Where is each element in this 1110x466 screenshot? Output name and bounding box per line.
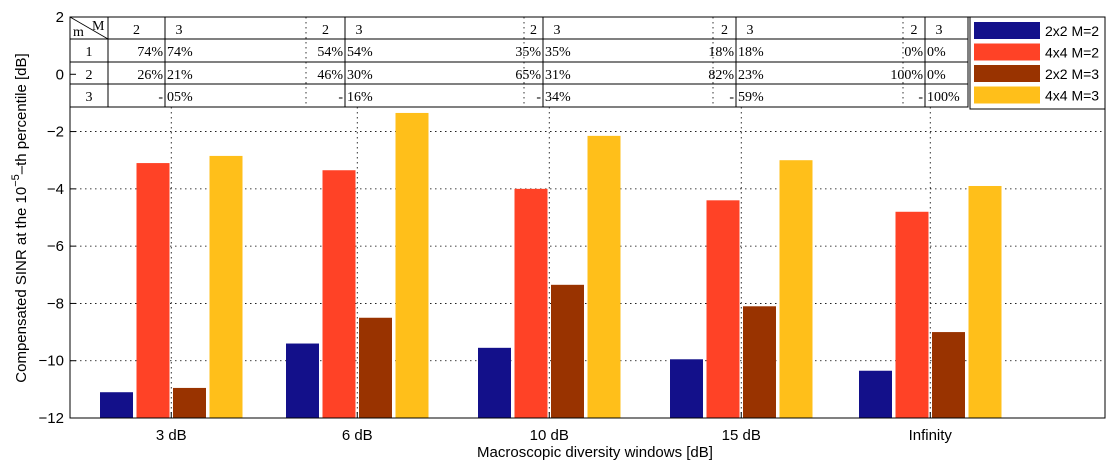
table-header-cell: 2 (721, 23, 728, 38)
legend-swatch (974, 22, 1040, 39)
bar (859, 370, 892, 418)
bar (478, 347, 511, 418)
y-tick-label: −6 (47, 238, 64, 255)
bar (743, 306, 776, 418)
table-cell: - (729, 90, 734, 105)
plot-frame (69, 16, 1106, 419)
table-cell: - (338, 90, 343, 105)
bar (136, 163, 170, 418)
table-cell: 59% (738, 90, 764, 105)
bar (395, 112, 429, 418)
bar (514, 188, 548, 418)
x-tick-label: 15 dB (722, 427, 761, 444)
table-header-cell: 2 (133, 23, 140, 38)
axes: −12 −10 −8 −6 −4 −2 0 2 3 dB 6 dB 10 dB 15 dB Infini… (39, 9, 1106, 444)
legend-label: 2x2 M=2 (1045, 23, 1099, 39)
bar (359, 317, 392, 418)
x-axis-label: Macroscopic diversity windows [dB] (477, 444, 713, 461)
table-cell: 0% (927, 45, 946, 60)
y-axis-label-suffix: –th percentile [dB] (13, 53, 30, 174)
table-cell: 34% (545, 90, 571, 105)
table-cell: 54% (347, 45, 373, 60)
legend-label: 4x4 M=2 (1045, 45, 1099, 61)
legend-label: 2x2 M=3 (1045, 66, 1099, 82)
table-cell: 100% (927, 90, 960, 105)
bar (173, 387, 206, 418)
y-tick-label: 2 (56, 9, 64, 26)
table-cell: 46% (317, 68, 343, 83)
table-cell: - (158, 90, 163, 105)
table-header-cell: 2 (530, 23, 537, 38)
table-row-label: 3 (86, 90, 93, 105)
table-corner-M: M (92, 19, 105, 34)
table-cell: 18% (738, 45, 764, 60)
legend-swatch (974, 65, 1040, 82)
table-row-label: 1 (86, 45, 93, 60)
table-cell: - (536, 90, 541, 105)
x-tick-label: 10 dB (530, 427, 569, 444)
legend: 2x2 M=2 4x4 M=2 2x2 M=3 4x4 M=3 (969, 16, 1106, 110)
y-tick-label: −2 (47, 124, 64, 141)
bar (706, 200, 740, 418)
table-cell: 23% (738, 68, 764, 83)
share-table: m M 2 3 2 3 2 3 2 3 2 3 1 74% 74% 54% 54% 35% 35% 18% 18% 0% 0… (69, 16, 969, 108)
legend-swatch (974, 86, 1040, 104)
table-cell: 54% (317, 45, 343, 60)
bar (670, 359, 703, 418)
table-cell: 35% (515, 45, 541, 60)
y-tick-label: −10 (39, 353, 64, 370)
table-cell: 21% (167, 68, 193, 83)
table-header-cell: 3 (747, 23, 754, 38)
table-cell: 30% (347, 68, 373, 83)
table-cell: 74% (137, 45, 163, 60)
table-header-cell: 2 (322, 23, 329, 38)
y-tick-label: −12 (39, 410, 64, 427)
bar (209, 155, 243, 419)
y-tick-label: 0 (56, 66, 64, 83)
table-cell: 0% (927, 68, 946, 83)
table-cell: - (918, 90, 923, 105)
table-cell: 05% (167, 90, 193, 105)
bar (587, 135, 621, 418)
legend-swatch (974, 43, 1040, 61)
table-cell: 82% (708, 68, 734, 83)
bar (100, 392, 133, 418)
table-cell: 18% (708, 45, 734, 60)
table-cell: 100% (890, 68, 923, 83)
grid-lines (70, 17, 1105, 418)
bar (286, 343, 319, 418)
table-header-cell: 2 (911, 23, 918, 38)
bar (895, 211, 929, 418)
table-cell: 74% (167, 45, 193, 60)
y-axis-label: Compensated SINR at the 10−5–th percenti… (10, 53, 30, 382)
table-header-cell: 3 (936, 23, 943, 38)
y-axis-label-exponent: −5 (10, 174, 22, 187)
table-cell: 16% (347, 90, 373, 105)
y-axis-label-main: Compensated SINR at the 10 (13, 187, 30, 383)
table-corner-diagonal (69, 16, 109, 40)
table-row-label: 2 (86, 68, 93, 83)
bar (551, 284, 584, 418)
bar (968, 185, 1002, 418)
legend-label: 4x4 M=3 (1045, 88, 1099, 104)
bars (100, 112, 1002, 419)
x-tick-label: 3 dB (156, 427, 187, 444)
table-cell: 26% (137, 68, 163, 83)
table-header-cell: 3 (176, 23, 183, 38)
x-tick-label: Infinity (909, 427, 953, 444)
table-header-cell: 3 (356, 23, 363, 38)
y-tick-label: −8 (47, 295, 64, 312)
bar (779, 160, 813, 418)
table-cell: 35% (545, 45, 571, 60)
table-cell: 0% (904, 45, 923, 60)
x-tick-label: 6 dB (342, 427, 373, 444)
y-tick-label: −4 (47, 181, 64, 198)
bar (322, 170, 356, 418)
table-cell: 31% (545, 68, 571, 83)
table-cell: 65% (515, 68, 541, 83)
table-header-cell: 3 (554, 23, 561, 38)
table-corner-m: m (73, 25, 84, 40)
bar (932, 332, 965, 418)
